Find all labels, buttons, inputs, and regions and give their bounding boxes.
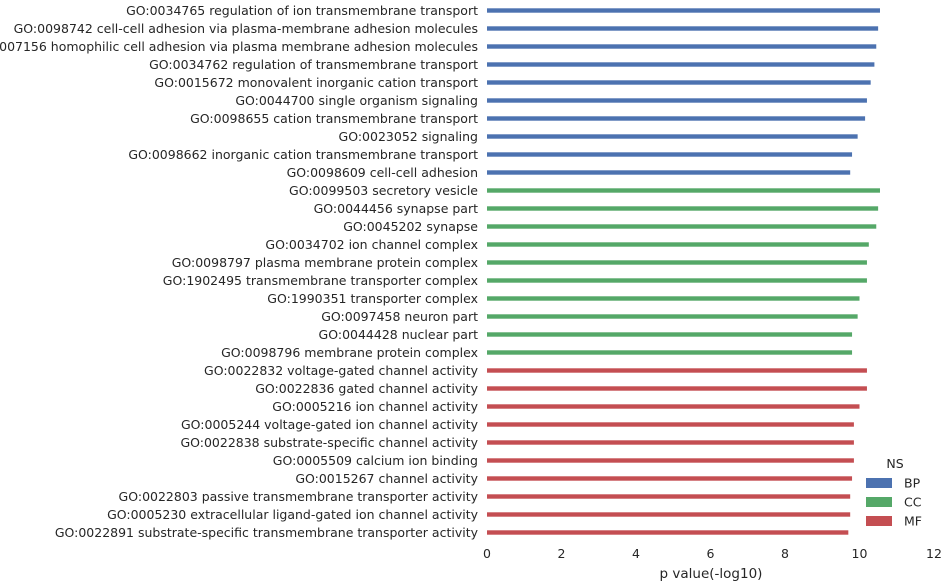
bar-mf bbox=[487, 422, 854, 427]
bar-bp bbox=[487, 8, 880, 13]
category-label: GO:0098609 cell-cell adhesion bbox=[287, 165, 478, 180]
bar-bp bbox=[487, 80, 871, 85]
bar-mf bbox=[487, 476, 853, 481]
bar-mf bbox=[487, 530, 849, 535]
category-label: GO:0098796 membrane protein complex bbox=[221, 345, 478, 360]
bar-mf bbox=[487, 386, 867, 391]
bar-cc bbox=[487, 242, 869, 247]
legend-label-mf: MF bbox=[904, 514, 922, 529]
x-tick-label: 4 bbox=[632, 546, 640, 561]
x-tick-label: 0 bbox=[483, 546, 491, 561]
bar-cc bbox=[487, 224, 877, 229]
category-label: GO:0034765 regulation of ion transmembra… bbox=[126, 3, 478, 18]
x-tick-label: 2 bbox=[558, 546, 566, 561]
legend-label-cc: CC bbox=[904, 495, 922, 510]
category-label: GO:0098742 cell-cell adhesion via plasma… bbox=[14, 21, 478, 36]
category-label: GO:0022891 substrate-specific transmembr… bbox=[55, 525, 479, 540]
category-label: GO:0044700 single organism signaling bbox=[235, 93, 478, 108]
bar-cc bbox=[487, 350, 853, 355]
bar-cc bbox=[487, 188, 880, 193]
category-label: GO:0044456 synapse part bbox=[314, 201, 478, 216]
category-label: GO:1902495 transmembrane transporter com… bbox=[163, 273, 478, 288]
legend-swatch-cc bbox=[866, 497, 892, 507]
category-label: GO:0097458 neuron part bbox=[321, 309, 478, 324]
category-label: GO:0015672 monovalent inorganic cation t… bbox=[154, 75, 478, 90]
bar-cc bbox=[487, 260, 867, 265]
bar-bp bbox=[487, 116, 866, 121]
category-label: GO:0005244 voltage-gated ion channel act… bbox=[181, 417, 479, 432]
category-label: GO:0034702 ion channel complex bbox=[265, 237, 478, 252]
category-label: GO:0015267 channel activity bbox=[295, 471, 478, 486]
legend-title: NS bbox=[886, 456, 903, 471]
x-axis-ticks: 0 2 4 6 8 10 12 bbox=[483, 546, 942, 561]
legend: NS BP CC MF bbox=[866, 456, 922, 529]
bar-mf bbox=[487, 494, 851, 499]
bar-cc bbox=[487, 278, 867, 283]
category-label: GO:1990351 transporter complex bbox=[267, 291, 478, 306]
x-tick-label: 12 bbox=[926, 546, 942, 561]
category-label: GO:0022838 substrate-specific channel ac… bbox=[180, 435, 478, 450]
bar-bp bbox=[487, 152, 853, 157]
category-label: GO:0022803 passive transmembrane transpo… bbox=[119, 489, 479, 504]
bar-cc bbox=[487, 296, 860, 301]
category-label: GO:0098655 cation transmembrane transpor… bbox=[190, 111, 478, 126]
category-label: GO:0005509 calcium ion binding bbox=[273, 453, 478, 468]
legend-swatch-mf bbox=[866, 516, 892, 526]
category-label: GO:0022832 voltage-gated channel activit… bbox=[204, 363, 479, 378]
bar-bp bbox=[487, 134, 858, 139]
bar-bp bbox=[487, 170, 851, 175]
bar-mf bbox=[487, 458, 854, 463]
bar-bp bbox=[487, 98, 867, 103]
category-label: GO:0022836 gated channel activity bbox=[255, 381, 478, 396]
x-tick-label: 6 bbox=[707, 546, 715, 561]
bar-cc bbox=[487, 314, 858, 319]
legend-label-bp: BP bbox=[904, 476, 921, 491]
bar-mf bbox=[487, 512, 851, 517]
bar-mf bbox=[487, 440, 854, 445]
x-tick-label: 8 bbox=[781, 546, 789, 561]
x-tick-label: 10 bbox=[852, 546, 868, 561]
bar-mf bbox=[487, 368, 867, 373]
bar-bp bbox=[487, 26, 879, 31]
bar-cc bbox=[487, 206, 879, 211]
bar-cc bbox=[487, 332, 853, 337]
category-label: GO:0044428 nuclear part bbox=[319, 327, 479, 342]
bar-bp bbox=[487, 44, 877, 49]
category-label: GO:0007156 homophilic cell adhesion via … bbox=[0, 39, 478, 54]
x-axis-label: p value(-log10) bbox=[660, 566, 763, 582]
category-label: GO:0023052 signaling bbox=[339, 129, 478, 144]
category-label: GO:0005216 ion channel activity bbox=[272, 399, 478, 414]
category-label: GO:0099503 secretory vesicle bbox=[289, 183, 478, 198]
category-labels: GO:0034765 regulation of ion transmembra… bbox=[0, 3, 479, 540]
bars-layer bbox=[487, 8, 880, 535]
category-label: GO:0098662 inorganic cation transmembran… bbox=[128, 147, 478, 162]
category-label: GO:0045202 synapse bbox=[343, 219, 478, 234]
category-label: GO:0098797 plasma membrane protein compl… bbox=[172, 255, 478, 270]
bar-bp bbox=[487, 62, 875, 67]
category-label: GO:0034762 regulation of transmembrane t… bbox=[149, 57, 478, 72]
category-label: GO:0005230 extracellular ligand-gated io… bbox=[107, 507, 479, 522]
legend-swatch-bp bbox=[866, 478, 892, 488]
bar-mf bbox=[487, 404, 860, 409]
